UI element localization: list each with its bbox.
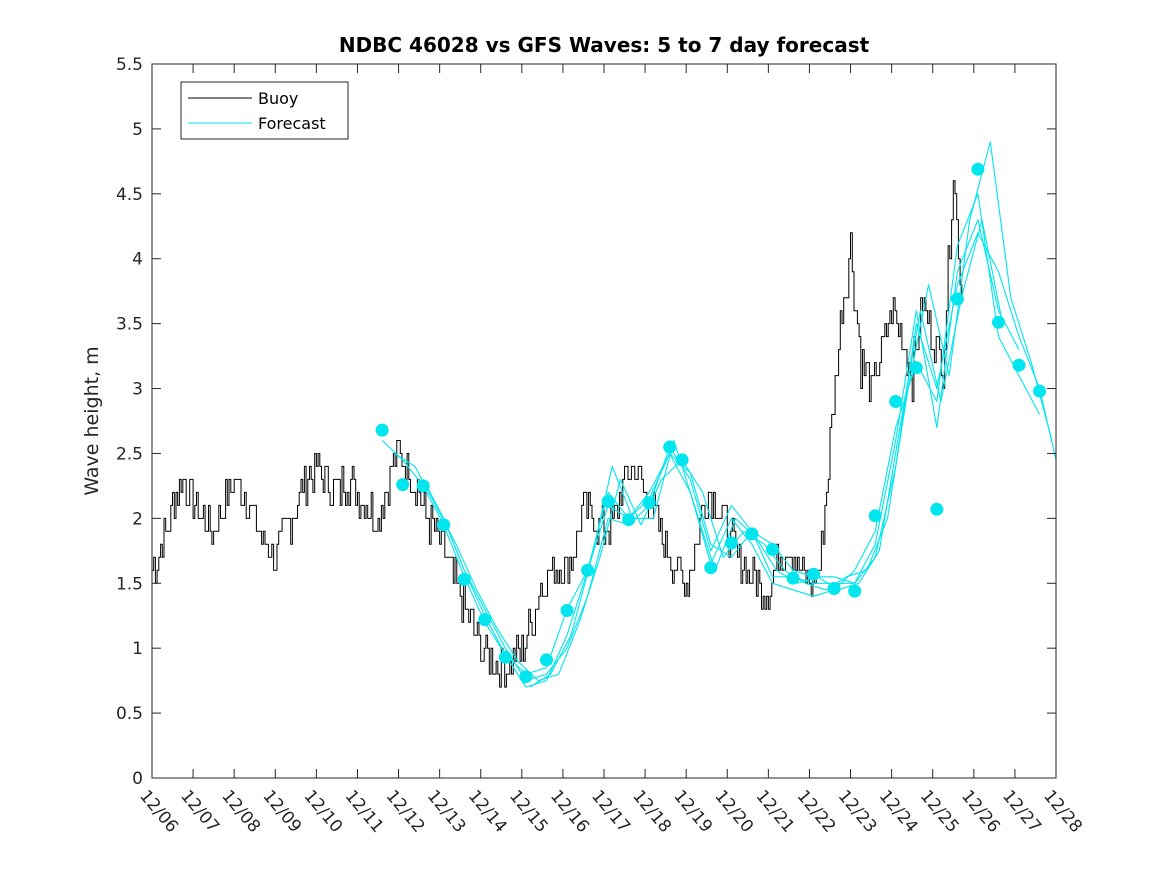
- forecast-marker: [519, 670, 533, 684]
- forecast-marker: [416, 479, 430, 493]
- forecast-marker: [971, 162, 985, 176]
- y-axis-label: Wave height, m: [81, 346, 103, 495]
- y-tick-label: 3.5: [116, 315, 143, 335]
- buoy-line: [152, 180, 964, 688]
- legend-box: [180, 81, 349, 140]
- forecast-marker: [766, 543, 779, 556]
- forecast-marker: [807, 567, 821, 581]
- forecast-marker: [581, 563, 595, 577]
- y-tick-label: 4.5: [116, 185, 143, 205]
- forecast-marker: [498, 650, 512, 664]
- legend-forecast-label: Forecast: [258, 114, 326, 133]
- plot-area: [152, 64, 1056, 778]
- y-tick-label: 1.5: [116, 574, 143, 594]
- forecast-line-3: [422, 193, 1041, 688]
- y-axis-ticks: 0 0.5 1 1.5 2 2.5 3 3.5 4 4.5 5 5.5: [116, 55, 1056, 789]
- forecast-marker: [1012, 358, 1026, 372]
- y-tick-label: 0.5: [116, 704, 143, 724]
- y-tick-label: 3: [132, 380, 143, 400]
- forecast-marker: [1033, 384, 1047, 398]
- legend: Buoy Forecast: [180, 81, 349, 140]
- y-tick-label: 4: [132, 250, 143, 270]
- y-tick-label: 0: [132, 769, 143, 789]
- forecast-marker: [675, 453, 689, 467]
- forecast-marker: [478, 613, 492, 627]
- forecast-series-group: [381, 141, 1056, 688]
- y-tick-label: 1: [132, 639, 143, 659]
- forecast-marker: [786, 571, 800, 585]
- chart-title: NDBC 46028 vs GFS Waves: 5 to 7 day fore…: [339, 33, 870, 57]
- buoy-series: [152, 180, 964, 688]
- forecast-marker: [540, 653, 553, 667]
- forecast-marker: [950, 292, 964, 306]
- forecast-marker: [868, 509, 882, 523]
- forecast-marker: [909, 361, 923, 375]
- forecast-marker: [889, 395, 903, 408]
- forecast-marker: [663, 440, 677, 454]
- y-tick-label: 5.5: [116, 55, 143, 75]
- forecast-marker: [642, 496, 656, 510]
- forecast-line-5: [529, 219, 1004, 688]
- forecast-marker: [375, 423, 389, 437]
- legend-buoy-label: Buoy: [258, 89, 298, 108]
- forecast-marker: [745, 527, 759, 541]
- y-tick-label: 2: [132, 509, 143, 529]
- forecast-line-2: [394, 141, 1053, 682]
- forecast-marker: [704, 561, 718, 575]
- forecast-marker: [437, 518, 451, 532]
- forecast-marker: [622, 513, 636, 527]
- forecast-markers: [375, 162, 1047, 684]
- forecast-marker: [992, 315, 1005, 329]
- forecast-marker: [930, 502, 944, 516]
- forecast-marker: [601, 495, 615, 508]
- forecast-marker: [827, 582, 841, 595]
- forecast-marker: [848, 584, 862, 598]
- forecast-marker: [724, 536, 738, 550]
- forecast-marker: [457, 572, 471, 586]
- y-tick-label: 5: [132, 120, 143, 140]
- forecast-marker: [560, 604, 574, 617]
- forecast-line-4: [443, 219, 1020, 682]
- forecast-marker: [396, 478, 410, 492]
- y-tick-label: 2.5: [116, 444, 143, 464]
